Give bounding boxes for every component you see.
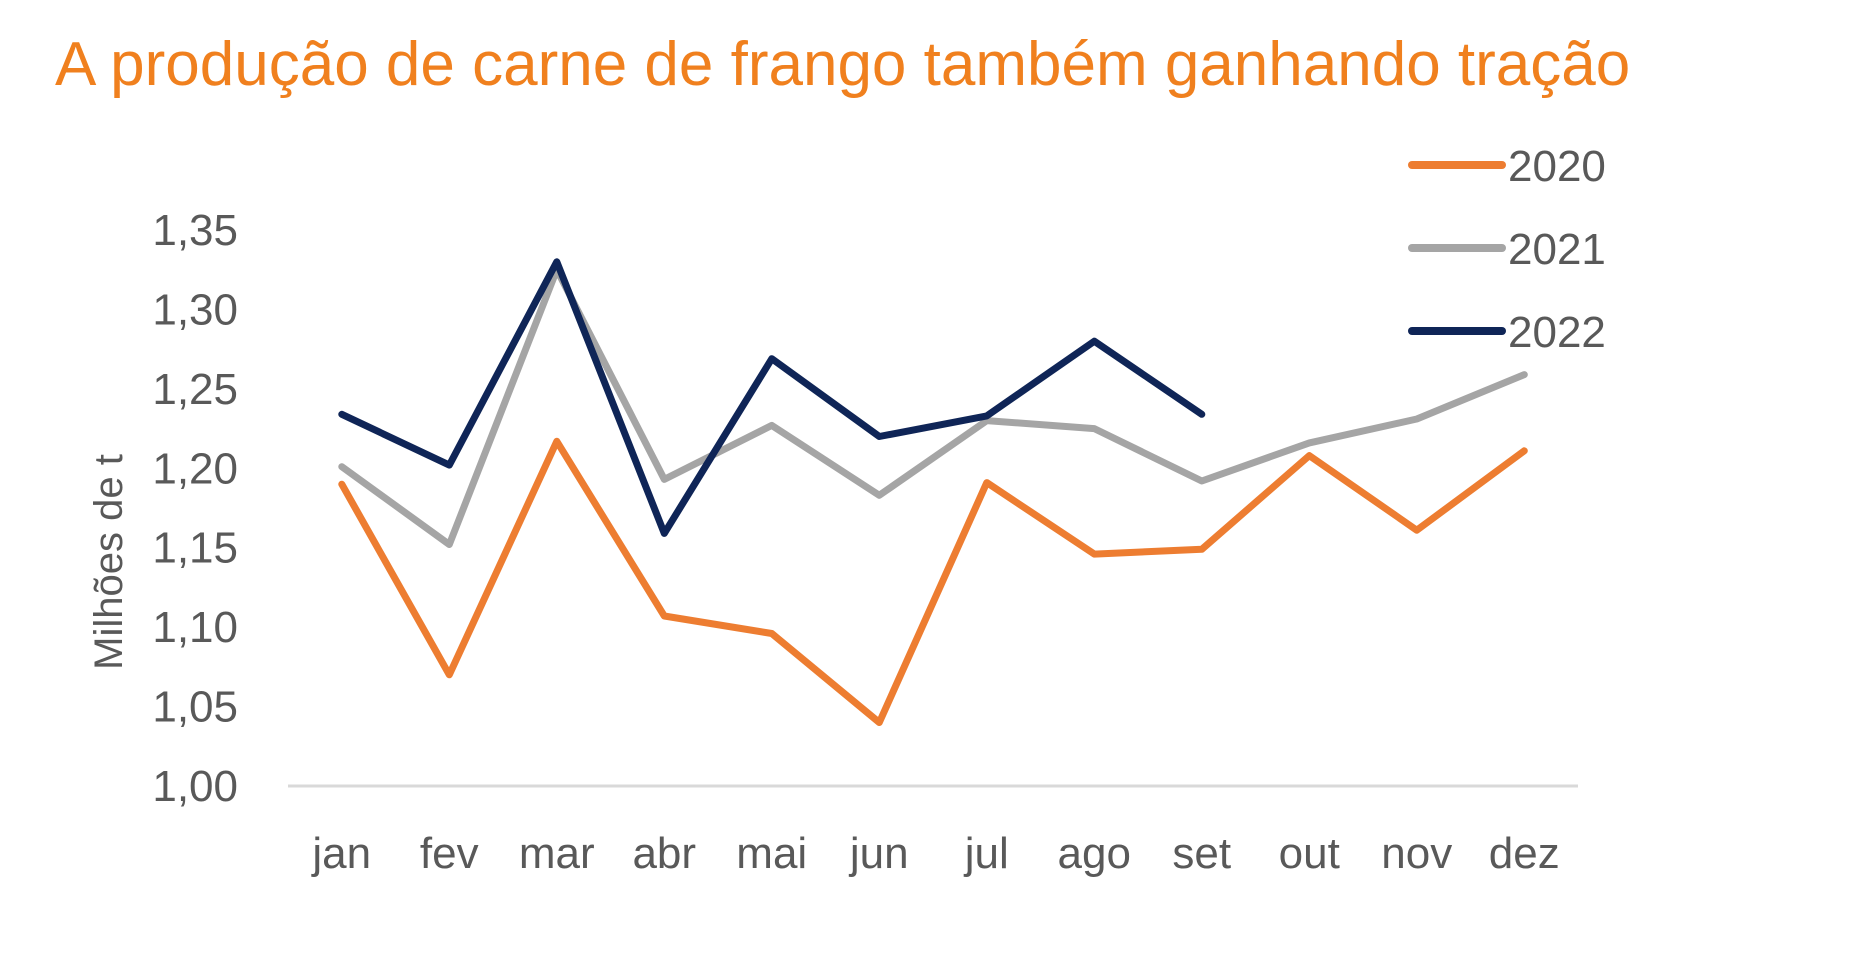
series-line-2020 (338, 437, 1528, 726)
y-tick-label: 1,10 (152, 603, 238, 652)
series-line-2021 (338, 266, 1528, 548)
y-tick-label: 1,00 (152, 762, 238, 811)
chart-title: A produção de carne de frango também gan… (55, 30, 1631, 99)
x-tick-label-nov: nov (1381, 829, 1452, 878)
series-line-2022 (338, 258, 1206, 537)
legend-label-2020: 2020 (1508, 142, 1606, 191)
x-tick-labels: jan fev mar abr mai jun jul ago set out nov dez (310, 829, 1559, 878)
x-tick-label-abr: abr (632, 829, 696, 878)
x-tick-label-mai: mai (736, 829, 807, 878)
legend-label-2022: 2022 (1508, 308, 1606, 357)
series-lines (338, 258, 1528, 726)
x-tick-label-fev: fev (420, 829, 479, 878)
legend-label-2021: 2021 (1508, 225, 1606, 274)
x-tick-label-jan: jan (310, 829, 371, 878)
y-tick-label: 1,35 (152, 206, 238, 255)
x-tick-label-jul: jul (963, 829, 1009, 878)
x-tick-label-jun: jun (848, 829, 909, 878)
y-tick-label: 1,15 (152, 524, 238, 573)
y-axis-title: Milhões de t (87, 454, 131, 670)
x-tick-label-out: out (1279, 829, 1340, 878)
y-tick-label: 1,25 (152, 365, 238, 414)
y-tick-labels: 1,00 1,05 1,10 1,15 1,20 1,25 1,30 1,35 (152, 206, 238, 811)
x-tick-label-ago: ago (1058, 829, 1131, 878)
x-tick-label-mar: mar (519, 829, 595, 878)
x-tick-label-set: set (1172, 829, 1231, 878)
y-tick-label: 1,30 (152, 285, 238, 334)
x-tick-label-dez: dez (1489, 829, 1560, 878)
legend: 2020 2021 2022 (1408, 142, 1606, 357)
y-tick-label: 1,20 (152, 444, 238, 493)
y-tick-label: 1,05 (152, 683, 238, 732)
